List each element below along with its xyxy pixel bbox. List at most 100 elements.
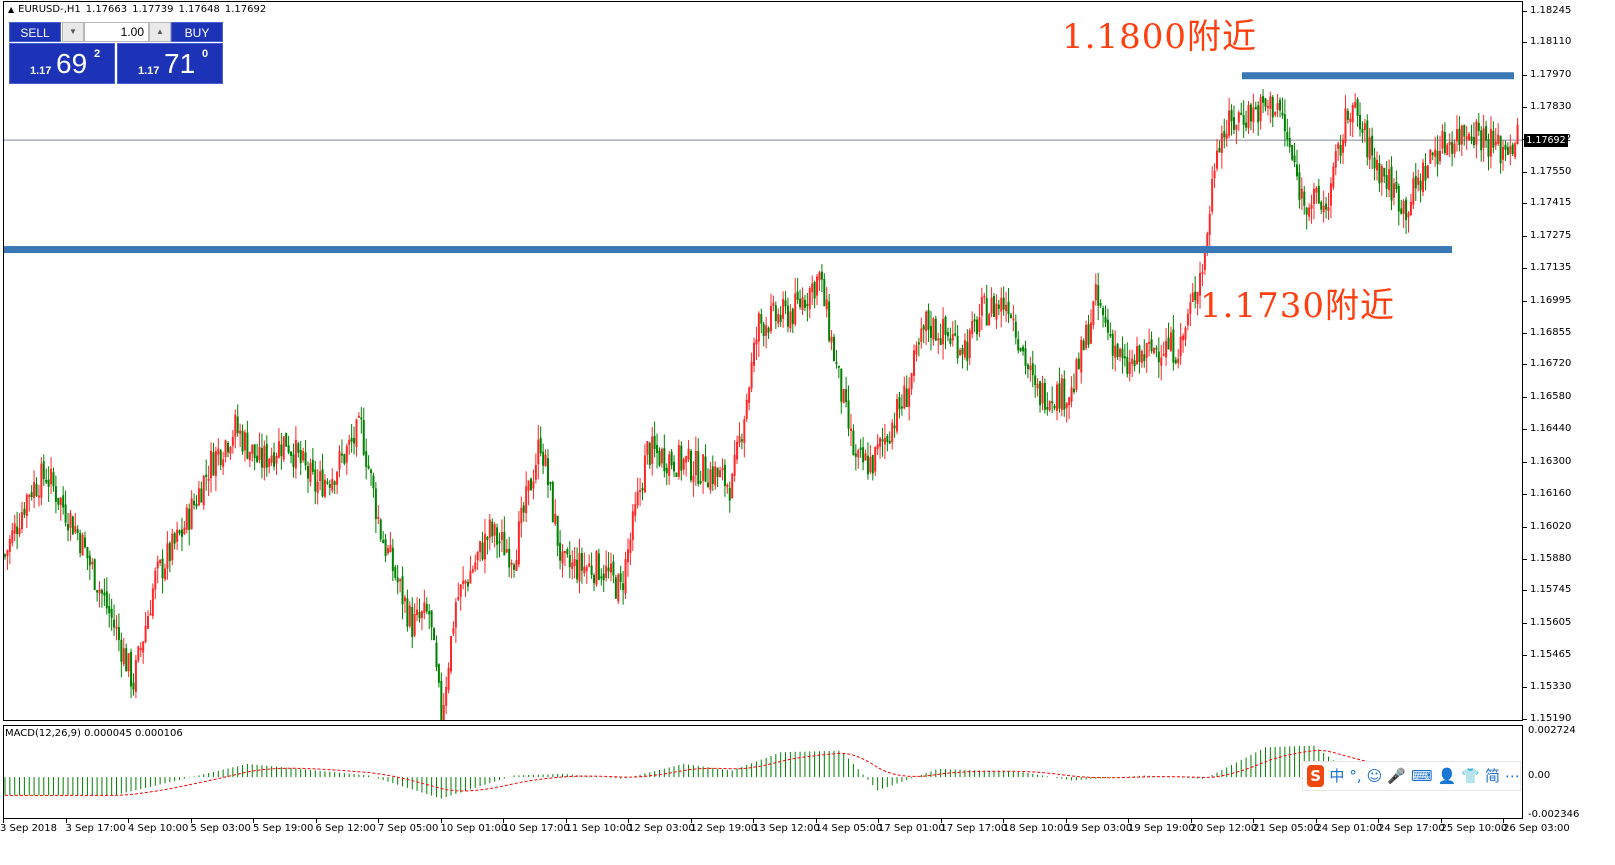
candle-body bbox=[789, 311, 792, 329]
buy-button[interactable]: BUY bbox=[171, 22, 223, 42]
candle-body bbox=[353, 437, 356, 444]
candle-body bbox=[1223, 131, 1226, 138]
candle-body bbox=[772, 302, 775, 306]
candle-body bbox=[857, 450, 860, 458]
candle-body bbox=[1114, 345, 1117, 358]
candle-body bbox=[1409, 201, 1412, 216]
candle-body bbox=[711, 466, 714, 485]
time-tick-label: 19 Sep 03:00 bbox=[1065, 823, 1133, 834]
price-axis[interactable]: 1.18245 1.18110 1.17970 1.17830 1.17692 1.175… bbox=[1523, 0, 1615, 724]
candle-body bbox=[1065, 403, 1068, 409]
candle-body bbox=[1056, 384, 1059, 411]
candle-body bbox=[1489, 129, 1492, 157]
time-tick-label: 24 Sep 17:00 bbox=[1378, 823, 1445, 834]
sell-button[interactable]: SELL bbox=[9, 22, 61, 42]
candle-body bbox=[91, 561, 94, 565]
lot-decrease-icon[interactable]: ▼ bbox=[62, 22, 84, 42]
candle-body bbox=[197, 488, 200, 506]
candle-body bbox=[496, 527, 499, 545]
candle-body bbox=[980, 297, 983, 316]
candle-body bbox=[113, 619, 116, 628]
macd-indicator-plot[interactable] bbox=[3, 725, 1523, 819]
price-chart-plot[interactable]: ▲ EURUSD-,H1 1.17663 1.17739 1.17648 1.1… bbox=[3, 1, 1523, 721]
candle-body bbox=[1220, 133, 1223, 153]
candle-body bbox=[100, 589, 103, 594]
candle-body bbox=[227, 442, 230, 453]
candle-body bbox=[1240, 112, 1243, 116]
resistance-annotation: 1.1800附近 bbox=[1062, 17, 1257, 57]
candle-body bbox=[1477, 122, 1480, 131]
candle-body bbox=[125, 648, 128, 672]
candle-body bbox=[1245, 122, 1248, 128]
candle-body bbox=[527, 480, 530, 491]
candle-body bbox=[1419, 180, 1422, 191]
lot-size-input[interactable] bbox=[84, 22, 149, 42]
candle-body bbox=[1269, 96, 1272, 109]
price-tick-label: 1.17830 bbox=[1530, 101, 1572, 113]
candle-body bbox=[1116, 343, 1119, 358]
resistance-line bbox=[1242, 72, 1514, 80]
candle-body bbox=[612, 561, 615, 576]
candle-body bbox=[588, 563, 591, 567]
candle-body bbox=[1131, 358, 1134, 365]
sell-price-box[interactable]: 1.17 69 2 bbox=[9, 43, 115, 84]
candle-body bbox=[42, 461, 45, 480]
candle-body bbox=[430, 610, 433, 628]
candle-body bbox=[786, 305, 789, 327]
microphone-icon[interactable]: 🎤 bbox=[1387, 767, 1406, 785]
candle-body bbox=[241, 430, 244, 452]
simplified-icon[interactable]: 简 bbox=[1484, 767, 1500, 785]
sogou-logo-icon[interactable]: S bbox=[1307, 765, 1325, 787]
ohlc-open: 1.17663 bbox=[85, 4, 128, 15]
candle-body bbox=[323, 479, 326, 497]
buy-price-box[interactable]: 1.17 71 0 bbox=[117, 43, 223, 84]
punctuation-icon[interactable]: °, bbox=[1349, 767, 1362, 785]
candle-body bbox=[83, 537, 86, 548]
candle-body bbox=[355, 419, 358, 447]
price-tick-mark bbox=[1523, 300, 1527, 302]
candle-body bbox=[1031, 363, 1034, 376]
candle-body bbox=[670, 451, 673, 466]
candle-body bbox=[534, 465, 537, 480]
candle-body bbox=[1274, 112, 1277, 115]
candle-body bbox=[379, 519, 382, 540]
keyboard-icon[interactable]: ⌨ bbox=[1410, 767, 1433, 785]
price-tick-label: 1.15745 bbox=[1530, 584, 1572, 596]
candle-body bbox=[74, 526, 77, 533]
candle-body bbox=[864, 453, 867, 461]
time-tick-mark bbox=[503, 819, 504, 823]
candle-body bbox=[736, 441, 739, 460]
candle-body bbox=[391, 547, 394, 572]
candle-body bbox=[450, 636, 453, 672]
more-icon[interactable]: ⋯ bbox=[1505, 767, 1520, 785]
candle-body bbox=[1225, 134, 1228, 139]
candle-body bbox=[411, 607, 414, 638]
macd-indicator-label: MACD(12,26,9) 0.000045 0.000106 bbox=[5, 728, 183, 739]
lot-increase-icon[interactable]: ▲ bbox=[149, 22, 171, 42]
candle-body bbox=[590, 565, 593, 575]
candle-body bbox=[704, 456, 707, 482]
ime-toolbar[interactable]: S 中 °, ☺ 🎤 ⌨ 👤 👕 简 ⋯ bbox=[1302, 761, 1521, 791]
chinese-mode-icon[interactable]: 中 bbox=[1329, 767, 1345, 785]
time-tick-label: 19 Sep 19:00 bbox=[1128, 823, 1195, 834]
candle-body bbox=[154, 570, 157, 590]
collapse-triangle-icon[interactable]: ▲ bbox=[8, 5, 15, 14]
candle-body bbox=[663, 448, 666, 472]
candle-body bbox=[481, 542, 484, 560]
candle-body bbox=[1152, 347, 1155, 354]
candle-body bbox=[1451, 141, 1454, 154]
candle-body bbox=[997, 304, 1000, 309]
candle-body bbox=[1128, 362, 1131, 374]
emoji-icon[interactable]: ☺ bbox=[1366, 767, 1383, 785]
time-axis[interactable]: 3 Sep 2018 3 Sep 17:00 4 Sep 10:00 5 Sep 03… bbox=[0, 819, 1570, 841]
candle-body bbox=[1184, 327, 1187, 340]
candle-body bbox=[183, 527, 186, 535]
user-icon[interactable]: 👤 bbox=[1437, 767, 1457, 785]
candle-body bbox=[1392, 183, 1395, 198]
candle-body bbox=[1436, 150, 1439, 165]
candle-body bbox=[653, 435, 656, 449]
candle-body bbox=[559, 542, 562, 561]
candle-body bbox=[1448, 142, 1451, 145]
skin-icon[interactable]: 👕 bbox=[1461, 767, 1480, 785]
